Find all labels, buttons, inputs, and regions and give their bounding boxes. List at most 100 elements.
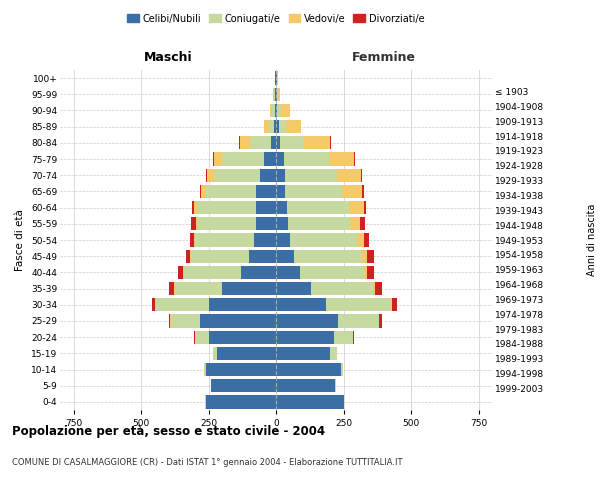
Bar xyxy=(362,185,364,198)
Bar xyxy=(281,104,290,117)
Bar xyxy=(269,120,274,134)
Bar xyxy=(169,314,170,328)
Bar xyxy=(326,298,391,312)
Bar xyxy=(376,282,382,295)
Bar xyxy=(330,346,337,360)
Bar xyxy=(152,298,155,312)
Bar xyxy=(392,298,397,312)
Bar xyxy=(276,217,288,230)
Bar xyxy=(200,314,276,328)
Bar xyxy=(156,298,209,312)
Y-axis label: Fasce di età: Fasce di età xyxy=(16,209,25,271)
Bar xyxy=(278,120,286,134)
Bar xyxy=(367,266,374,279)
Bar xyxy=(191,250,249,263)
Bar xyxy=(222,282,276,295)
Bar xyxy=(194,234,195,246)
Bar xyxy=(278,88,280,101)
Bar xyxy=(217,346,276,360)
Bar xyxy=(276,234,290,246)
Bar xyxy=(184,266,241,279)
Bar xyxy=(274,88,275,101)
Bar xyxy=(276,346,330,360)
Bar xyxy=(270,104,272,117)
Bar xyxy=(241,266,276,279)
Bar xyxy=(357,234,364,246)
Bar xyxy=(280,136,304,149)
Bar xyxy=(174,282,175,295)
Bar xyxy=(329,152,354,166)
Bar xyxy=(171,314,200,328)
Bar xyxy=(212,346,217,360)
Bar xyxy=(195,330,209,344)
Bar xyxy=(209,330,276,344)
Bar xyxy=(256,201,276,214)
Bar xyxy=(191,217,196,230)
Bar xyxy=(276,120,278,134)
Bar xyxy=(284,152,329,166)
Bar xyxy=(190,250,191,263)
Bar xyxy=(264,152,276,166)
Bar xyxy=(364,234,369,246)
Bar xyxy=(334,330,353,344)
Bar xyxy=(354,152,355,166)
Text: Femmine: Femmine xyxy=(352,50,416,64)
Bar xyxy=(256,185,276,198)
Bar xyxy=(276,298,326,312)
Bar xyxy=(275,104,276,117)
Bar xyxy=(304,136,330,149)
Bar xyxy=(276,201,287,214)
Bar xyxy=(205,363,206,376)
Bar xyxy=(286,168,337,182)
Bar xyxy=(286,185,342,198)
Bar xyxy=(274,120,276,134)
Bar xyxy=(276,330,334,344)
Bar xyxy=(206,185,256,198)
Bar xyxy=(353,330,354,344)
Bar xyxy=(349,201,364,214)
Bar xyxy=(287,201,349,214)
Bar xyxy=(194,201,198,214)
Bar xyxy=(212,152,214,166)
Bar xyxy=(338,314,379,328)
Bar xyxy=(271,136,276,149)
Legend: Celibi/Nubili, Coniugati/e, Vedovi/e, Divorziati/e: Celibi/Nubili, Coniugati/e, Vedovi/e, Di… xyxy=(124,10,428,28)
Bar xyxy=(169,282,174,295)
Bar xyxy=(178,266,183,279)
Bar xyxy=(272,104,275,117)
Bar xyxy=(364,266,367,279)
Bar xyxy=(276,104,277,117)
Text: Anni di nascita: Anni di nascita xyxy=(587,204,597,276)
Bar xyxy=(175,282,222,295)
Bar xyxy=(201,185,206,198)
Bar xyxy=(290,234,357,246)
Bar xyxy=(276,88,277,101)
Bar xyxy=(250,136,271,149)
Bar xyxy=(379,314,382,328)
Bar xyxy=(206,363,276,376)
Bar xyxy=(214,152,222,166)
Bar xyxy=(288,217,350,230)
Bar xyxy=(209,298,276,312)
Bar xyxy=(183,266,184,279)
Bar xyxy=(362,250,367,263)
Text: COMUNE DI CASALMAGGIORE (CR) - Dati ISTAT 1° gennaio 2004 - Elaborazione TUTTITA: COMUNE DI CASALMAGGIORE (CR) - Dati ISTA… xyxy=(12,458,403,467)
Bar xyxy=(360,217,365,230)
Bar xyxy=(276,282,311,295)
Text: Maschi: Maschi xyxy=(143,50,193,64)
Text: Popolazione per età, sesso e stato civile - 2004: Popolazione per età, sesso e stato civil… xyxy=(12,425,325,438)
Bar xyxy=(276,136,280,149)
Bar xyxy=(195,234,254,246)
Bar xyxy=(185,250,190,263)
Bar xyxy=(276,379,335,392)
Bar xyxy=(361,168,362,182)
Bar xyxy=(198,217,256,230)
Bar xyxy=(264,120,269,134)
Bar xyxy=(276,152,284,166)
Bar xyxy=(249,250,276,263)
Bar xyxy=(206,168,207,182)
Bar xyxy=(276,396,343,408)
Bar xyxy=(342,185,362,198)
Bar xyxy=(196,217,198,230)
Bar xyxy=(335,379,336,392)
